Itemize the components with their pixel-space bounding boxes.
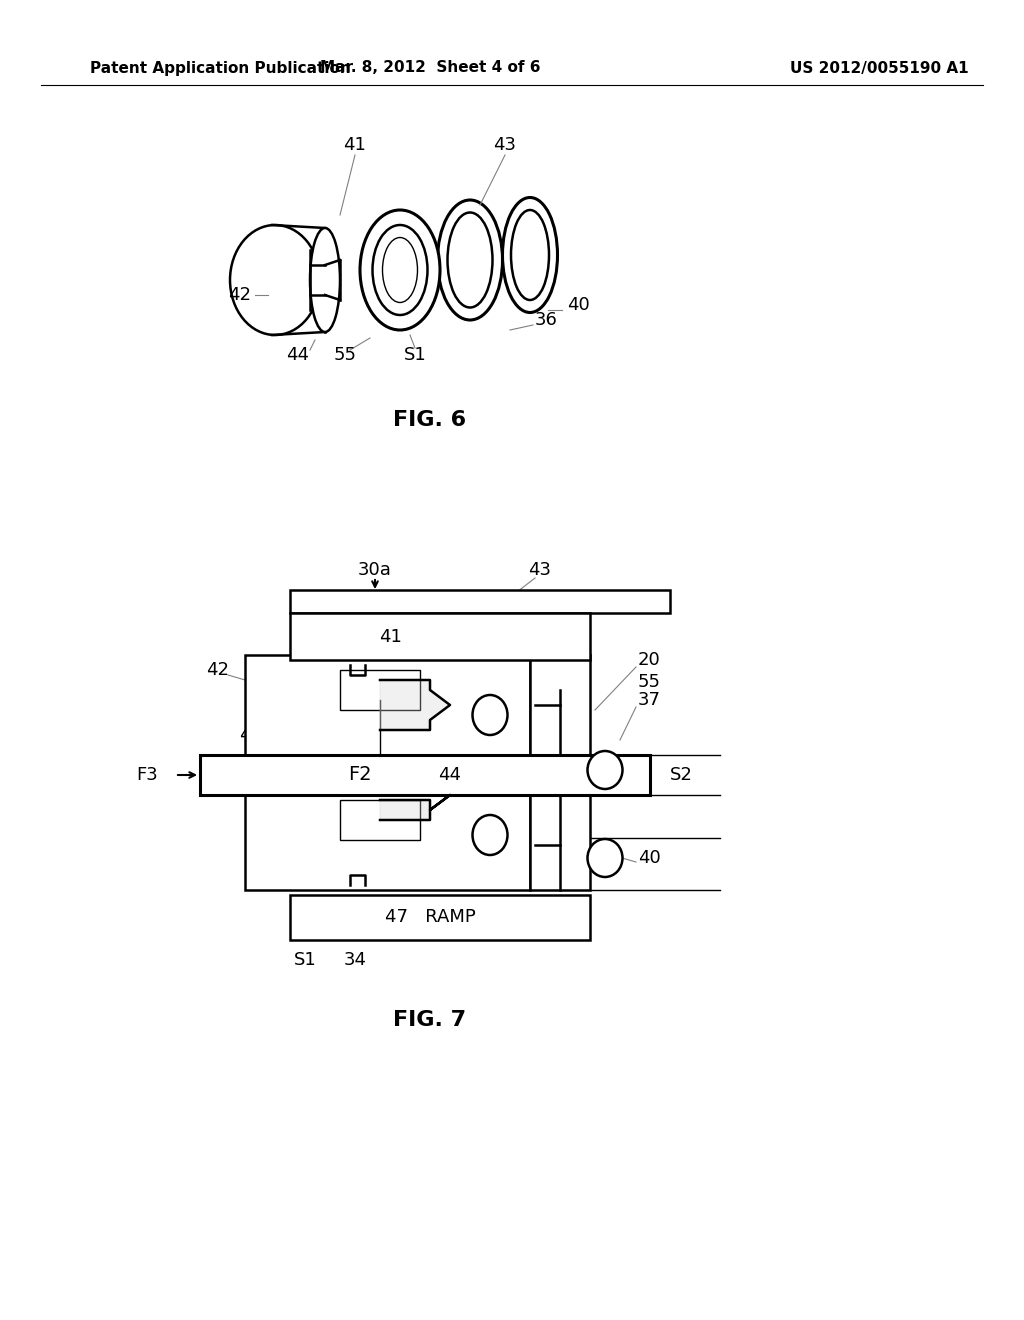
Text: 43: 43 <box>528 561 552 579</box>
Text: 30a: 30a <box>358 561 392 579</box>
Bar <box>530 795 590 890</box>
Bar <box>200 755 650 795</box>
Text: F3: F3 <box>136 766 158 784</box>
Text: 44: 44 <box>287 346 309 364</box>
Bar <box>245 655 530 755</box>
Ellipse shape <box>472 696 508 735</box>
Text: F2: F2 <box>348 766 372 784</box>
Text: 46: 46 <box>303 656 327 675</box>
Text: 41: 41 <box>379 628 401 645</box>
Text: 40: 40 <box>638 849 660 867</box>
Bar <box>245 795 530 890</box>
Text: 47   RAMP: 47 RAMP <box>385 908 475 927</box>
Bar <box>530 655 590 755</box>
Polygon shape <box>380 795 450 820</box>
Ellipse shape <box>588 840 623 876</box>
Bar <box>340 800 420 840</box>
Polygon shape <box>380 680 450 730</box>
Text: 34: 34 <box>343 950 367 969</box>
Text: F1: F1 <box>247 840 268 857</box>
Text: 36: 36 <box>535 312 558 329</box>
Text: 48: 48 <box>239 726 261 744</box>
Ellipse shape <box>472 814 508 855</box>
Text: 40: 40 <box>567 296 590 314</box>
Bar <box>290 895 590 940</box>
Text: 37: 37 <box>638 690 662 709</box>
Text: 43: 43 <box>494 136 516 154</box>
Text: 25: 25 <box>216 766 240 784</box>
Text: S2: S2 <box>670 766 693 784</box>
Ellipse shape <box>310 228 340 333</box>
Bar <box>340 671 420 710</box>
Text: 55: 55 <box>334 346 356 364</box>
Ellipse shape <box>383 238 418 302</box>
Text: 33: 33 <box>497 871 519 888</box>
Ellipse shape <box>360 210 440 330</box>
Ellipse shape <box>503 198 557 313</box>
Text: Mar. 8, 2012  Sheet 4 of 6: Mar. 8, 2012 Sheet 4 of 6 <box>319 61 541 75</box>
Ellipse shape <box>588 751 623 789</box>
Ellipse shape <box>437 201 503 319</box>
Text: S1: S1 <box>403 346 426 364</box>
Bar <box>290 612 590 660</box>
Text: 42: 42 <box>207 661 229 678</box>
Bar <box>290 590 670 612</box>
Text: Patent Application Publication: Patent Application Publication <box>90 61 351 75</box>
Text: 41: 41 <box>344 136 367 154</box>
Text: 42: 42 <box>228 286 252 304</box>
Text: S1: S1 <box>294 950 316 969</box>
Text: FIG. 6: FIG. 6 <box>393 411 467 430</box>
Text: FIG. 7: FIG. 7 <box>393 1010 467 1030</box>
Ellipse shape <box>373 224 427 315</box>
Text: 55: 55 <box>638 673 662 690</box>
Ellipse shape <box>511 210 549 300</box>
Text: 44: 44 <box>438 766 462 784</box>
Ellipse shape <box>447 213 493 308</box>
Text: 20: 20 <box>638 651 660 669</box>
Text: US 2012/0055190 A1: US 2012/0055190 A1 <box>790 61 969 75</box>
Text: 36: 36 <box>247 871 269 888</box>
